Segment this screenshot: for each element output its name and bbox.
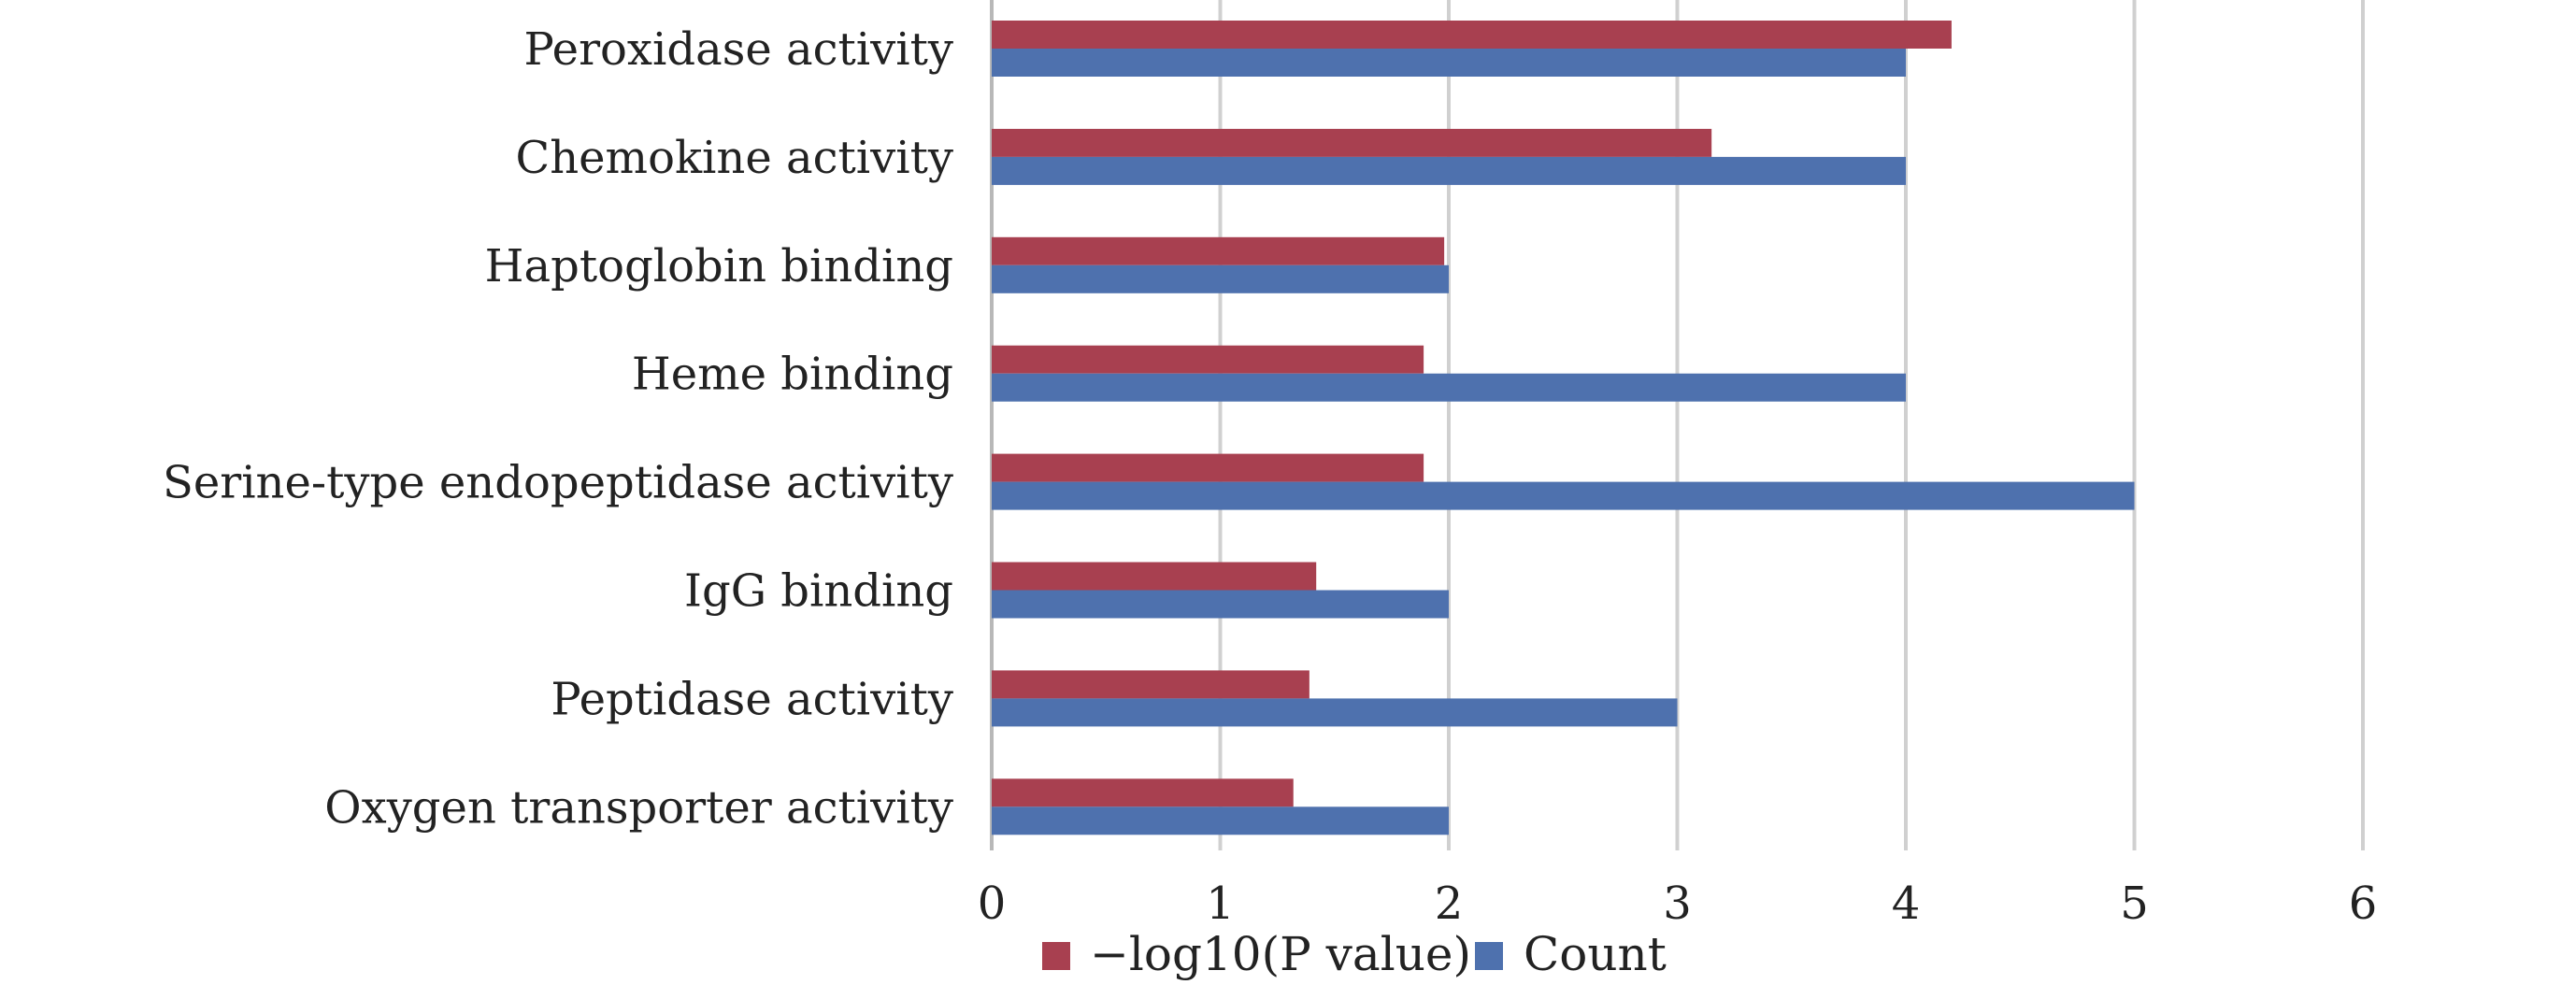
bar-count [992,156,1906,185]
bar-count [992,373,1906,402]
bar-neg-log10-p [992,128,1712,157]
bar-count [992,481,2135,510]
category-labels: Peroxidase activity Chemokine activity Hap… [163,23,953,834]
x-tick-label: 4 [1892,878,1921,930]
legend-label: Count [1524,927,1667,981]
legend-swatch-count [1475,942,1503,970]
bar-count [992,806,1449,835]
bar-neg-log10-p [992,345,1424,374]
category-label: Peptidase activity [551,673,953,725]
category-label: Chemokine activity [516,132,954,184]
x-tick-label: 5 [2120,878,2149,930]
bar-count [992,49,1906,77]
category-label: Heme binding [632,349,953,401]
bar-neg-log10-p [992,778,1294,807]
bar-neg-log10-p [992,562,1317,591]
x-tick-label: 6 [2349,878,2378,930]
legend-label: −log10(P value) [1090,927,1471,981]
x-tick-label: 2 [1435,878,1464,930]
legend: −log10(P value) Count [1042,927,1667,981]
x-tick-label: 3 [1663,878,1692,930]
bar-neg-log10-p [992,21,1952,49]
category-label: Oxygen transporter activity [324,781,953,834]
x-tick-label: 0 [978,878,1007,930]
category-label: Peroxidase activity [524,23,953,76]
bar-count [992,590,1449,619]
category-label: Haptoglobin binding [485,240,953,293]
bar-count [992,264,1449,293]
bar-neg-log10-p [992,236,1445,265]
legend-swatch-neg-log10-p [1042,942,1070,970]
bar-count [992,698,1678,727]
x-tick-label: 1 [1206,878,1235,930]
bars [992,21,2135,835]
bar-neg-log10-p [992,453,1424,482]
x-axis-ticks: 0 1 2 3 4 5 6 [978,878,2378,930]
category-label: IgG binding [684,565,953,618]
category-label: Serine-type endopeptidase activity [163,457,953,509]
bar-neg-log10-p [992,670,1309,699]
